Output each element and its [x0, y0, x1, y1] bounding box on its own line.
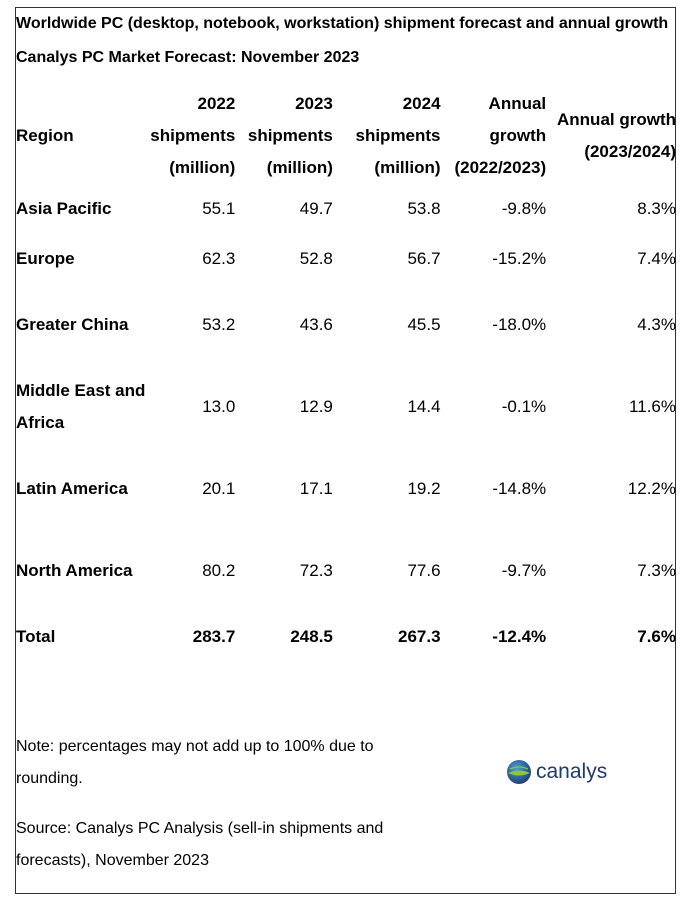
- shipments-2022-cell: 62.3: [202, 249, 236, 268]
- header-region: Region: [16, 126, 74, 145]
- shipments-2022-cell: 13.0: [202, 397, 236, 416]
- total-growth-2023-2024-cell: 7.6%: [637, 627, 676, 646]
- growth-2022-2023-cell: -14.8%: [492, 479, 547, 498]
- page-subtitle: Canalys PC Market Forecast: November 202…: [16, 49, 360, 66]
- region-cell: Greater China: [16, 315, 129, 334]
- shipments-2023-cell: 72.3: [299, 561, 333, 580]
- growth-2022-2023-cell: -9.7%: [501, 561, 547, 580]
- table-row: Europe 62.3 52.8 56.7 -15.2% 7.4%: [16, 234, 676, 284]
- region-cell: Europe: [16, 249, 75, 268]
- region-cell: Asia Pacific: [16, 199, 112, 218]
- header-2023-shipments: 2023 shipments (million): [247, 94, 333, 177]
- shipments-2023-cell: 12.9: [299, 397, 333, 416]
- growth-2022-2023-cell: -0.1%: [501, 397, 547, 416]
- table-total-row: Total 283.7 248.5 267.3 -12.4% 7.6%: [16, 612, 676, 662]
- growth-2023-2024-cell: 12.2%: [627, 479, 676, 498]
- total-label-cell: Total: [16, 627, 56, 646]
- shipments-2024-cell: 14.4: [407, 397, 441, 416]
- shipments-2022-cell: 55.1: [202, 199, 236, 218]
- growth-2023-2024-cell: 8.3%: [637, 199, 676, 218]
- growth-2023-2024-cell: 7.4%: [637, 249, 676, 268]
- total-2022-cell: 283.7: [192, 627, 236, 646]
- table-row: Asia Pacific 55.1 49.7 53.8 -9.8% 8.3%: [16, 184, 676, 234]
- total-2024-cell: 267.3: [397, 627, 441, 646]
- canalys-logo: canalys: [506, 758, 607, 786]
- shipments-2024-cell: 19.2: [407, 479, 441, 498]
- logo-wordmark: canalys: [536, 760, 608, 783]
- header-growth-2022-2023: Annual growth (2022/2023): [454, 94, 547, 177]
- shipments-2022-cell: 53.2: [202, 315, 236, 334]
- shipments-2024-cell: 53.8: [407, 199, 441, 218]
- table-row: Greater China 53.2 43.6 45.5 -18.0% 4.3%: [16, 284, 676, 366]
- growth-2022-2023-cell: -18.0%: [492, 315, 547, 334]
- total-growth-2022-2023-cell: -12.4%: [492, 627, 547, 646]
- header-2022-shipments: 2022 shipments (million): [150, 94, 236, 177]
- shipments-2024-cell: 56.7: [407, 249, 441, 268]
- table-header-row: Region 2022 shipments (million) 2023 shi…: [16, 88, 676, 184]
- header-2024-shipments: 2024 shipments (million): [355, 94, 441, 177]
- footnote-rounding: Note: percentages may not add up to 100%…: [16, 738, 374, 787]
- shipments-2022-cell: 20.1: [202, 479, 236, 498]
- growth-2022-2023-cell: -9.8%: [501, 199, 547, 218]
- header-growth-2023-2024: Annual growth (2023/2024): [557, 110, 676, 161]
- shipment-forecast-table: Region 2022 shipments (million) 2023 shi…: [16, 88, 676, 662]
- table-row: Middle East and Africa 13.0 12.9 14.4 -0…: [16, 366, 676, 448]
- shipments-2023-cell: 17.1: [299, 479, 333, 498]
- total-2023-cell: 248.5: [290, 627, 333, 646]
- region-cell: Middle East and Africa: [16, 381, 146, 432]
- page-title: Worldwide PC (desktop, notebook, worksta…: [16, 15, 669, 32]
- region-cell: Latin America: [16, 479, 128, 498]
- shipments-2023-cell: 43.6: [299, 315, 333, 334]
- growth-2023-2024-cell: 7.3%: [637, 561, 676, 580]
- globe-icon: [507, 760, 531, 784]
- shipments-2023-cell: 52.8: [299, 249, 333, 268]
- region-cell: North America: [16, 561, 133, 580]
- shipments-2022-cell: 80.2: [202, 561, 236, 580]
- content-frame: [15, 7, 676, 894]
- shipments-2024-cell: 77.6: [407, 561, 441, 580]
- growth-2023-2024-cell: 11.6%: [629, 397, 676, 416]
- shipments-2024-cell: 45.5: [407, 315, 441, 334]
- growth-2022-2023-cell: -15.2%: [492, 249, 547, 268]
- growth-2023-2024-cell: 4.3%: [637, 315, 676, 334]
- table-row: North America 80.2 72.3 77.6 -9.7% 7.3%: [16, 530, 676, 612]
- table-row: Latin America 20.1 17.1 19.2 -14.8% 12.2…: [16, 448, 676, 530]
- source-citation: Source: Canalys PC Analysis (sell-in shi…: [16, 820, 384, 869]
- shipments-2023-cell: 49.7: [299, 199, 333, 218]
